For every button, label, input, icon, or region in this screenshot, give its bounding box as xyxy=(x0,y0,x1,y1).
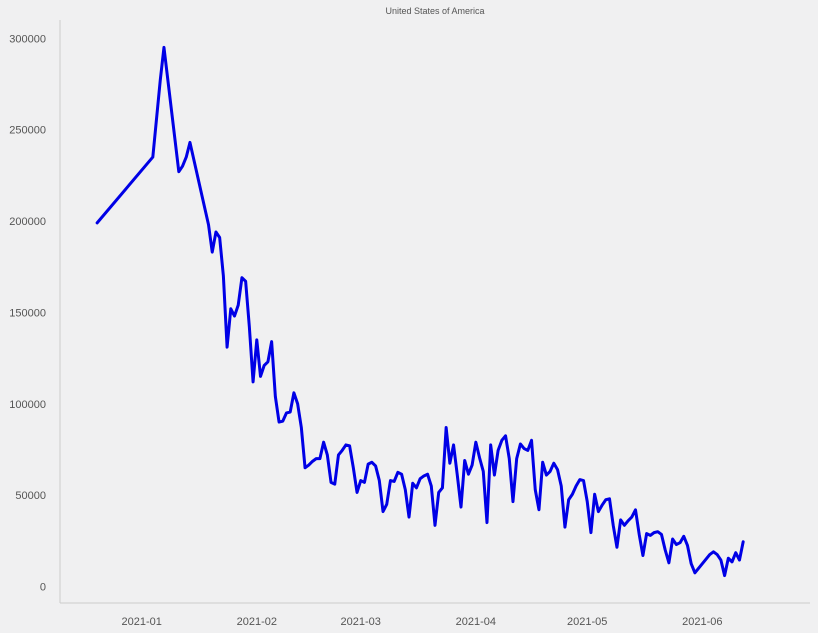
x-tick-label: 2021-02 xyxy=(237,616,277,628)
y-tick-label: 250000 xyxy=(9,125,46,137)
x-tick-labels: 2021-01 2021-02 2021-03 2021-04 2021-05 2021-… xyxy=(121,616,722,628)
series-group xyxy=(95,45,745,578)
y-tick-label: 0 xyxy=(40,582,46,594)
y-tick-labels: 0 50000 100000 150000 200000 250000 300000 xyxy=(9,33,46,593)
chart-axes xyxy=(59,20,810,604)
y-tick-label: 150000 xyxy=(9,307,46,319)
x-tick-label: 2021-06 xyxy=(682,616,722,628)
x-tick-label: 2021-01 xyxy=(121,616,161,628)
x-tick-label: 2021-04 xyxy=(456,616,496,628)
series-line xyxy=(95,45,745,578)
y-tick-label: 300000 xyxy=(9,33,46,45)
chart-title: United States of America xyxy=(385,6,484,16)
y-tick-label: 100000 xyxy=(9,399,46,411)
x-tick-label: 2021-05 xyxy=(567,616,607,628)
y-tick-label: 50000 xyxy=(15,490,46,502)
y-tick-label: 200000 xyxy=(9,216,46,228)
x-tick-label: 2021-03 xyxy=(341,616,381,628)
